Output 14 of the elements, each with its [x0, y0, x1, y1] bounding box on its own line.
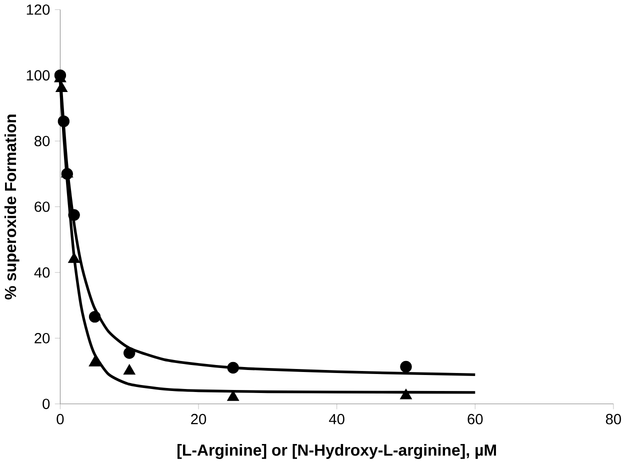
y-tick-label: 120 [26, 4, 50, 15]
y-tick-label: 40 [34, 267, 50, 278]
y-tick-label: 80 [34, 136, 50, 146]
x-axis-title: [L-Arginine] or [N-Hydroxy-L-arginine], µM [178, 444, 496, 459]
x-tick-label: 20 [191, 414, 206, 424]
y-tick-label: 60 [34, 201, 50, 212]
x-tick-label: 80 [606, 414, 621, 424]
x-tick-label: 60 [468, 414, 483, 424]
y-tick-label: 20 [34, 332, 50, 344]
x-tick-label: 0 [56, 414, 64, 424]
y-tick-label: 100 [26, 70, 50, 80]
y-tick-label: 0 [42, 398, 50, 409]
y-axis-title: % superoxide Formation [4, 114, 20, 300]
x-tick-label: 40 [329, 414, 344, 424]
